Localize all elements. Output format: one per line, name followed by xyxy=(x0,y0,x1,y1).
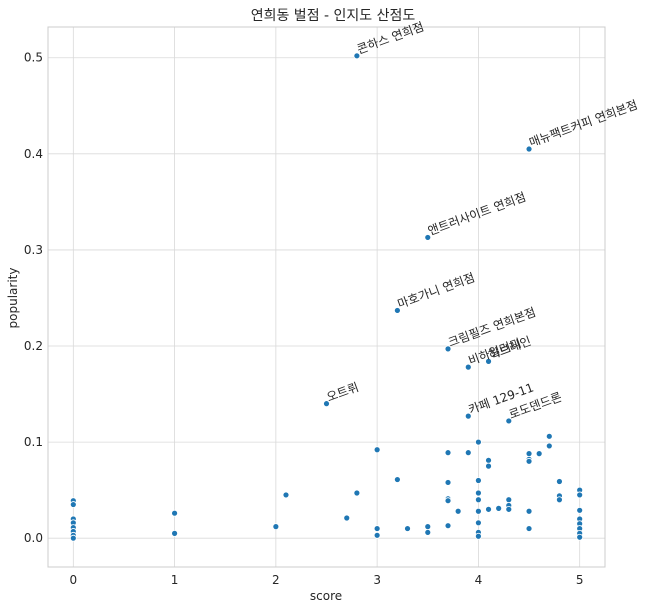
data-point xyxy=(505,505,513,513)
y-tick-label: 0.4 xyxy=(24,147,43,161)
y-tick-label: 0.3 xyxy=(24,243,43,257)
data-point xyxy=(475,519,482,527)
data-point xyxy=(505,417,513,425)
data-point xyxy=(272,523,280,531)
y-tick-label: 0.0 xyxy=(24,531,43,545)
y-tick-label: 0.5 xyxy=(24,51,43,65)
point-annotation: 매뉴팩트커피 연희본점 xyxy=(527,98,639,150)
data-point xyxy=(171,509,178,517)
data-point xyxy=(393,476,401,483)
data-point xyxy=(69,534,77,542)
data-point xyxy=(495,504,503,512)
x-tick-label: 5 xyxy=(576,573,584,587)
data-point xyxy=(464,412,472,420)
data-point xyxy=(576,533,584,541)
data-point xyxy=(556,496,563,504)
y-axis-label: popularity xyxy=(6,268,20,329)
data-point xyxy=(576,506,584,514)
data-point xyxy=(485,462,492,470)
data-point xyxy=(485,357,492,365)
data-points xyxy=(69,52,584,542)
data-point xyxy=(475,489,482,497)
data-point xyxy=(323,400,330,408)
data-point xyxy=(525,450,533,458)
data-point xyxy=(475,496,482,504)
point-annotation: 콘하스 연희점 xyxy=(355,20,426,57)
data-point xyxy=(444,345,452,353)
data-point xyxy=(373,446,381,454)
data-point xyxy=(475,477,482,484)
data-point xyxy=(353,489,361,497)
data-point xyxy=(282,491,290,499)
data-point xyxy=(353,52,361,60)
data-point xyxy=(373,531,381,539)
point-annotation: 오트뤼 xyxy=(325,380,361,404)
data-point xyxy=(525,457,533,465)
data-point xyxy=(545,442,553,450)
x-tick-label: 2 xyxy=(272,573,280,587)
grid-lines xyxy=(48,27,605,567)
plot-frame xyxy=(47,26,606,568)
data-point xyxy=(343,514,351,522)
data-point xyxy=(525,145,533,153)
data-point xyxy=(444,479,452,486)
data-point xyxy=(404,525,411,532)
data-point xyxy=(576,491,584,499)
y-tick-label: 0.2 xyxy=(24,339,43,353)
data-point xyxy=(424,523,432,531)
data-point xyxy=(535,450,543,458)
data-point xyxy=(485,505,492,513)
data-point xyxy=(556,478,563,485)
x-tick-label: 1 xyxy=(171,573,179,587)
data-point xyxy=(475,507,482,515)
data-point xyxy=(525,507,533,515)
y-tick-label: 0.1 xyxy=(24,435,43,449)
data-point xyxy=(454,507,462,515)
x-tick-label: 4 xyxy=(475,573,483,587)
chart-title: 연희동 벌점 - 인지도 산점도 xyxy=(251,8,416,24)
data-point xyxy=(464,449,472,457)
data-point xyxy=(485,456,492,464)
point-annotation: 마호가니 연희점 xyxy=(396,270,477,311)
x-tick-label: 0 xyxy=(69,573,77,587)
x-tick-label: 3 xyxy=(373,573,381,587)
data-point xyxy=(171,529,178,537)
tick-labels: 0 1 2 3 4 5 0.0 0.1 0.2 0.3 0.4 0.5 xyxy=(24,51,584,587)
data-point xyxy=(475,532,482,540)
data-point xyxy=(475,438,482,446)
x-axis-label: score xyxy=(310,589,342,603)
data-point xyxy=(444,522,452,530)
data-point xyxy=(424,234,432,241)
data-point xyxy=(373,525,381,532)
point-annotation: 앤트러사이트 연희점 xyxy=(426,190,528,238)
data-point xyxy=(464,363,472,371)
data-point xyxy=(444,449,452,457)
data-point xyxy=(424,529,432,536)
data-point xyxy=(393,307,401,314)
data-point xyxy=(545,432,553,440)
data-point xyxy=(444,497,452,505)
data-point xyxy=(505,496,513,504)
data-point xyxy=(525,525,533,532)
data-point xyxy=(69,501,77,508)
